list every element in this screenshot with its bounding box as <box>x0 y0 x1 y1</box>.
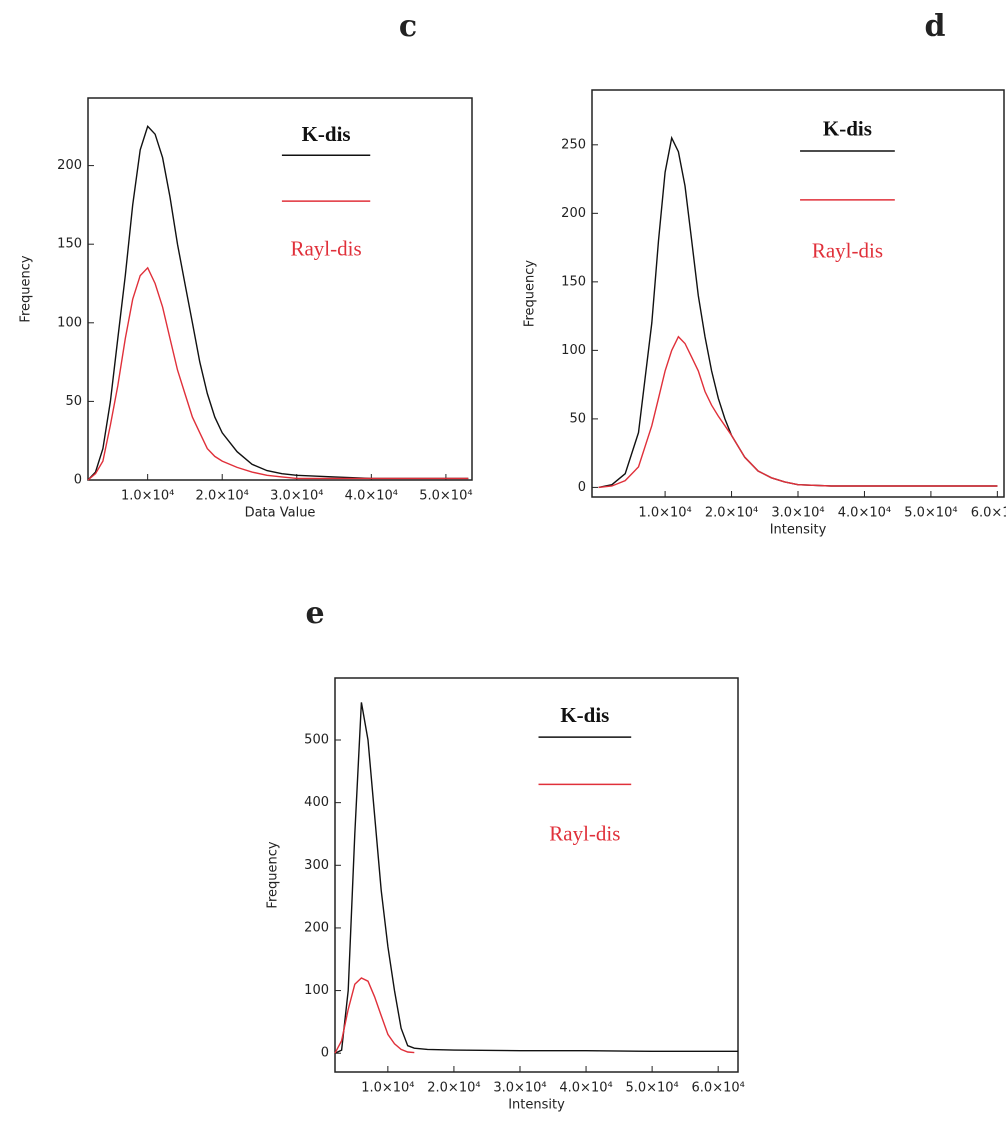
x-tick-label: 5.0×10⁴ <box>419 489 472 504</box>
x-tick-label: 2.0×10⁴ <box>196 489 249 504</box>
x-tick-label: 6.0×10⁴ <box>692 1081 745 1096</box>
x-tick-label: 3.0×10⁴ <box>270 489 323 504</box>
series-line <box>334 702 738 1054</box>
y-tick-label: 500 <box>304 733 329 748</box>
x-tick-label: 6.0×10⁴ <box>971 506 1006 521</box>
x-tick-label: 1.0×10⁴ <box>121 489 174 504</box>
x-tick-label: 2.0×10⁴ <box>427 1081 480 1096</box>
series-line <box>87 124 469 481</box>
y-tick-label: 0 <box>578 480 586 495</box>
y-tick-label: 50 <box>569 411 586 426</box>
legend-label: K-dis <box>560 703 609 727</box>
x-axis-label: Data Value <box>245 506 316 521</box>
plot-frame <box>87 97 473 481</box>
legend-label: Rayl-dis <box>812 239 883 263</box>
x-tick-label: 3.0×10⁴ <box>493 1081 546 1096</box>
y-tick-label: 150 <box>57 237 82 252</box>
series-line <box>598 335 998 489</box>
x-tick-label: 2.0×10⁴ <box>705 506 758 521</box>
x-tick-label: 4.0×10⁴ <box>345 489 398 504</box>
series-line <box>87 266 469 481</box>
series-line <box>598 135 998 489</box>
x-tick-label: 1.0×10⁴ <box>638 506 691 521</box>
legend-label: K-dis <box>302 122 351 146</box>
y-tick-label: 150 <box>561 274 586 289</box>
y-tick-label: 50 <box>65 394 82 409</box>
y-tick-label: 300 <box>304 858 329 873</box>
panel-label: d <box>925 9 946 44</box>
panel-label: e <box>305 596 324 631</box>
y-tick-label: 100 <box>57 315 82 330</box>
y-tick-label: 250 <box>561 137 586 152</box>
y-tick-label: 200 <box>561 206 586 221</box>
x-axis-label: Intensity <box>508 1098 565 1113</box>
y-axis-label: Frequency <box>523 260 538 327</box>
y-tick-label: 0 <box>321 1046 329 1061</box>
plot-frame <box>334 677 739 1073</box>
x-tick-label: 3.0×10⁴ <box>771 506 824 521</box>
legend-label: K-dis <box>823 117 872 141</box>
y-tick-label: 100 <box>304 983 329 998</box>
x-tick-label: 4.0×10⁴ <box>838 506 891 521</box>
panel-label: c <box>399 9 417 44</box>
x-tick-label: 4.0×10⁴ <box>559 1081 612 1096</box>
x-axis-label: Intensity <box>770 523 827 538</box>
y-tick-label: 200 <box>57 158 82 173</box>
series-line <box>334 977 415 1054</box>
x-tick-label: 1.0×10⁴ <box>361 1081 414 1096</box>
x-tick-label: 5.0×10⁴ <box>625 1081 678 1096</box>
y-tick-label: 200 <box>304 920 329 935</box>
y-tick-label: 400 <box>304 795 329 810</box>
y-tick-label: 100 <box>561 343 586 358</box>
legend-label: Rayl-dis <box>549 821 620 845</box>
y-axis-label: Frequency <box>266 841 281 908</box>
x-tick-label: 5.0×10⁴ <box>904 506 957 521</box>
y-axis-label: Frequency <box>19 255 34 322</box>
y-tick-label: 0 <box>74 473 82 488</box>
legend-label: Rayl-dis <box>290 237 361 261</box>
